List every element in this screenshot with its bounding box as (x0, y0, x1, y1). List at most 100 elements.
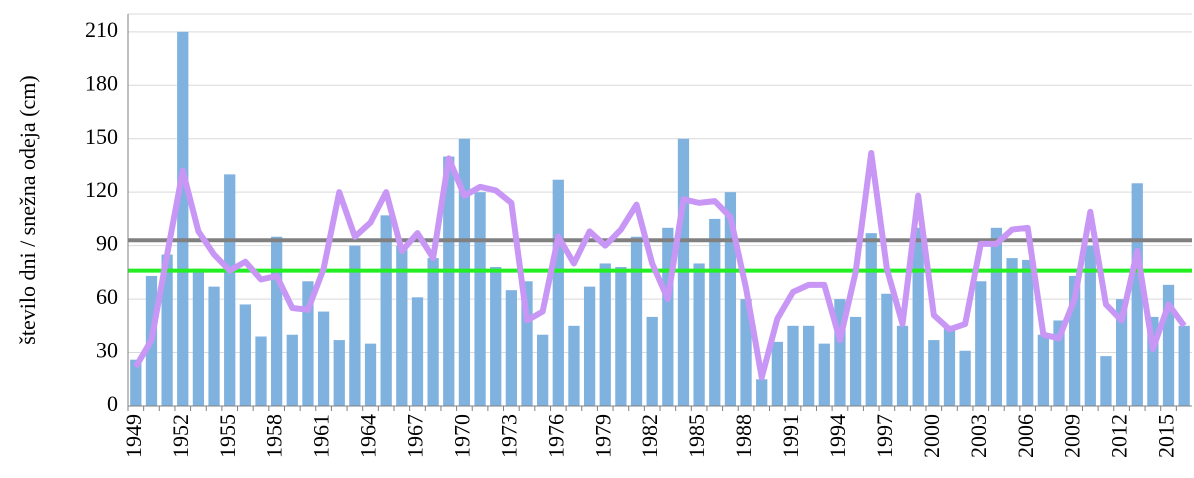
bar (818, 343, 830, 406)
bar (364, 343, 377, 406)
bar (177, 31, 189, 407)
bar (1069, 275, 1081, 406)
bar (302, 281, 314, 406)
x-tick-label: 1964 (356, 414, 381, 458)
line (133, 149, 1187, 381)
x-tick-label: 2012 (1107, 414, 1132, 458)
bar (130, 359, 142, 406)
x-tick-label: 1970 (449, 414, 474, 458)
x-tick-label: 1967 (403, 414, 428, 458)
bar (599, 263, 611, 406)
bar (317, 311, 330, 406)
y-tick-label: 150 (85, 124, 118, 149)
bar (615, 267, 627, 406)
x-tick-label: 1961 (309, 414, 334, 458)
bar (255, 336, 267, 406)
bar (928, 340, 940, 406)
bar (865, 233, 877, 406)
x-tick-label: 1955 (215, 414, 240, 458)
bar (490, 267, 502, 406)
bar (192, 268, 205, 406)
bar (990, 227, 1003, 406)
bar (1084, 245, 1096, 406)
x-tick-label: 2009 (1060, 414, 1085, 458)
bar (208, 286, 220, 406)
bar (1037, 334, 1049, 406)
x-tick-label: 1949 (121, 414, 146, 458)
bar (521, 281, 533, 406)
bar (834, 299, 846, 406)
bar (740, 299, 752, 406)
x-tick-label: 1979 (590, 414, 615, 458)
bar (568, 325, 580, 406)
bar (662, 227, 674, 406)
bar (849, 316, 862, 406)
bar (286, 334, 298, 406)
bar (959, 350, 971, 406)
x-tick-label: 2006 (1013, 414, 1038, 458)
x-tick-label: 1973 (496, 414, 521, 458)
y-axis-label: število dni / snežna odeja (cm) (15, 75, 40, 344)
bar (693, 263, 705, 406)
bar (709, 218, 721, 406)
bar (1131, 183, 1143, 406)
bar (1162, 284, 1175, 406)
bar (396, 245, 408, 406)
bar (1100, 356, 1112, 406)
bar (1006, 258, 1018, 406)
bar (427, 258, 439, 406)
bar (646, 316, 658, 406)
x-tick-label: 1982 (637, 414, 662, 458)
bar (537, 334, 549, 406)
bar (443, 156, 455, 406)
x-tick-label: 1991 (778, 414, 803, 458)
y-tick-label: 210 (85, 17, 118, 42)
bar (771, 341, 783, 406)
x-tick-label: 2015 (1154, 414, 1179, 458)
bar (474, 192, 486, 406)
bar (975, 281, 987, 406)
bar (349, 245, 361, 406)
bar (1147, 316, 1159, 406)
bar (583, 286, 596, 406)
y-tick-label: 30 (96, 338, 118, 363)
bar (224, 174, 236, 406)
x-tick-label: 1958 (262, 414, 287, 458)
y-tick-label: 0 (107, 391, 118, 416)
bar (505, 290, 517, 406)
bar (1178, 325, 1190, 406)
bar (881, 293, 893, 406)
x-tick-label: 1988 (731, 414, 756, 458)
x-tick-label: 2003 (966, 414, 991, 458)
bar (239, 304, 251, 406)
bar (271, 236, 283, 406)
bar (411, 297, 424, 406)
bar (912, 227, 924, 406)
bar (756, 379, 768, 406)
bar (724, 192, 737, 406)
bar (787, 325, 799, 406)
y-tick-label: 60 (96, 284, 118, 309)
y-tick-label: 180 (85, 70, 118, 95)
x-tick-label: 1997 (872, 414, 897, 458)
bar (630, 236, 643, 406)
bar (896, 325, 909, 406)
x-tick-label: 1952 (168, 414, 193, 458)
x-tick-label: 2000 (919, 414, 944, 458)
bar (1022, 259, 1034, 406)
bar (552, 179, 564, 406)
x-tick-label: 1985 (684, 414, 709, 458)
bar (380, 215, 392, 406)
bar (943, 325, 956, 406)
x-tick-label: 1994 (825, 414, 850, 458)
bar (803, 325, 815, 406)
y-tick-label: 120 (85, 177, 118, 202)
bar (333, 340, 345, 406)
x-tick-label: 1976 (543, 414, 568, 458)
bar (1115, 299, 1128, 406)
bar (161, 254, 173, 406)
y-tick-label: 90 (96, 231, 118, 256)
bar (1053, 320, 1065, 406)
